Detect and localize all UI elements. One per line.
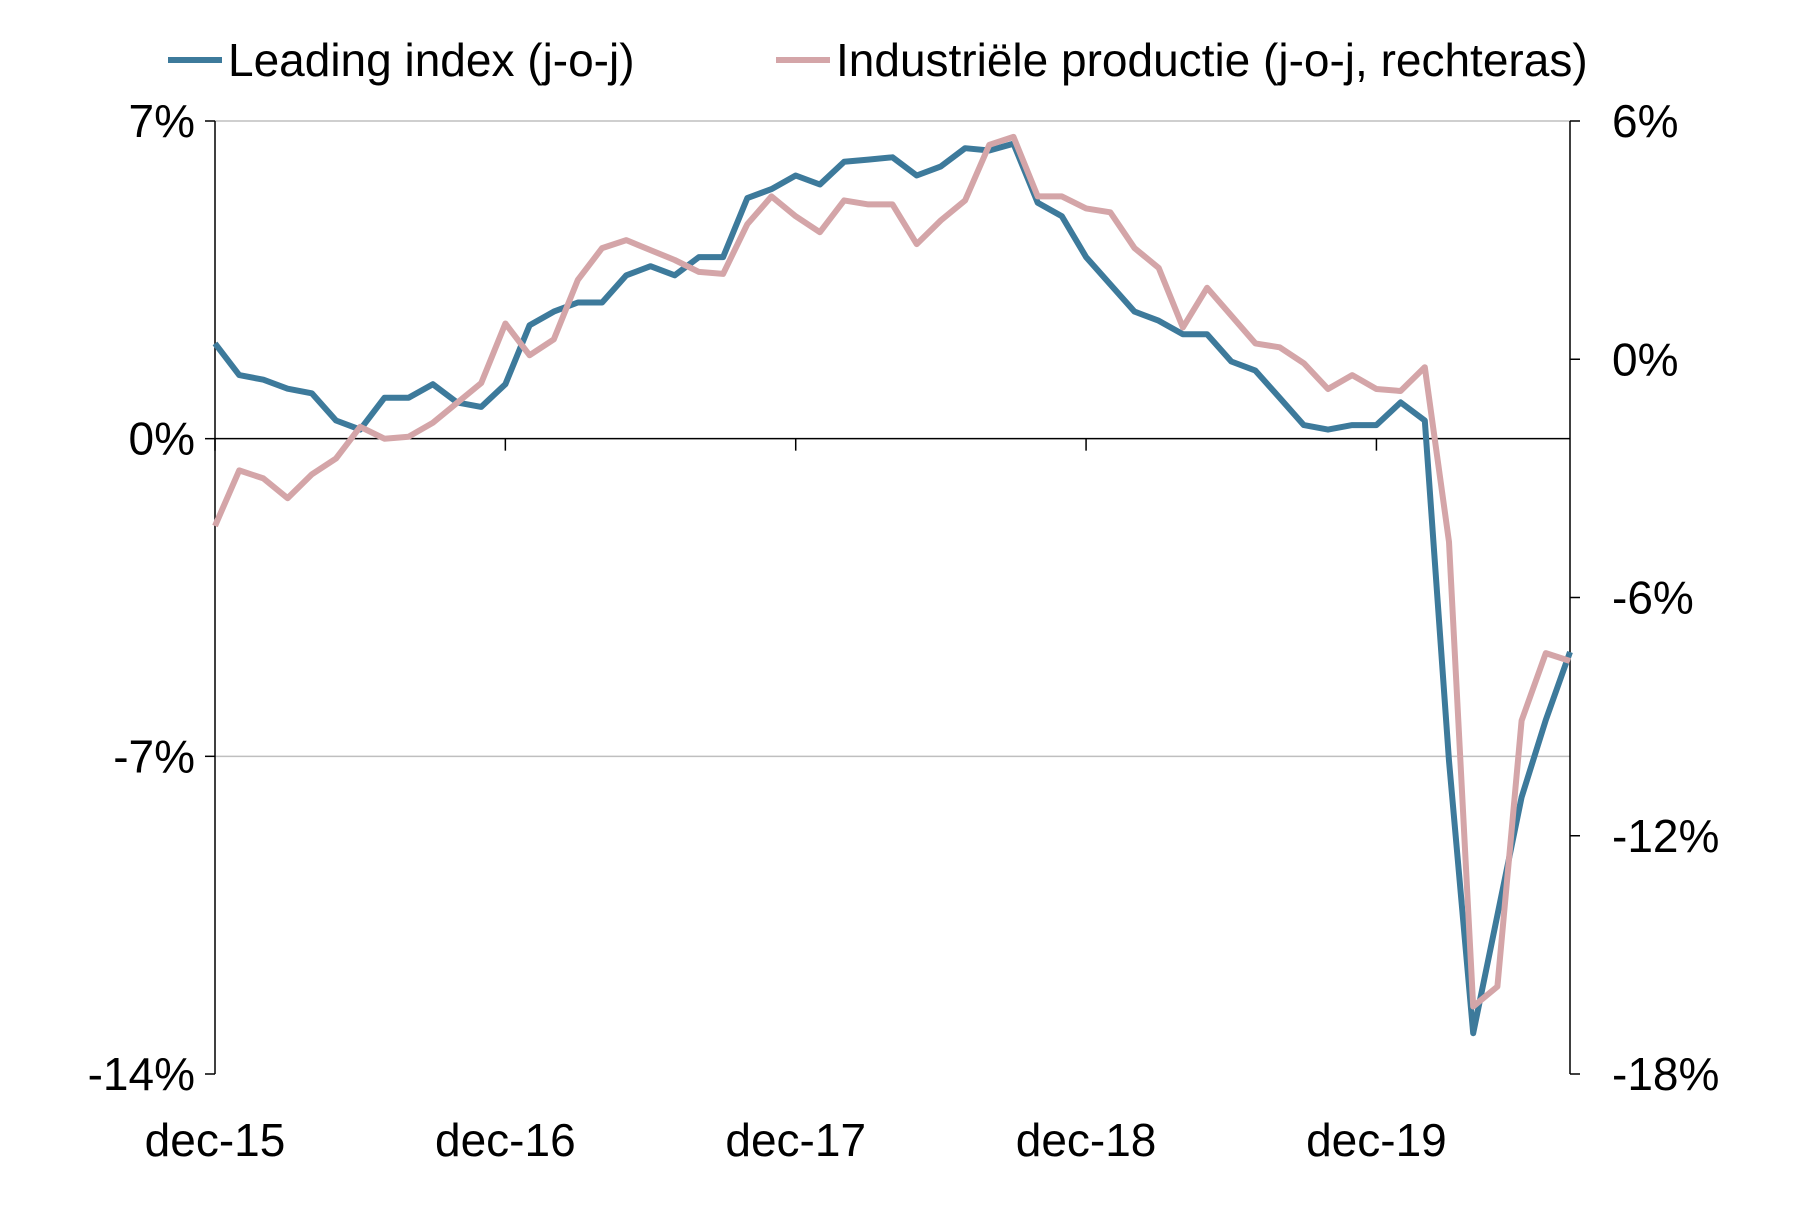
right-tick-label-0pct: 0%	[1612, 333, 1678, 385]
legend-label-industriele-productie: Industriële productie (j-o-j, rechteras)	[836, 34, 1588, 86]
left-tick-label-minus-7pct: -7%	[113, 730, 195, 782]
series-line-industriele-productie	[212, 133, 1571, 1010]
x-tick-label-dec-17: dec-17	[725, 1114, 866, 1166]
left-tick-label-7pct: 7%	[129, 95, 195, 147]
right-tick-label-minus-18pct: -18%	[1612, 1048, 1719, 1100]
x-tick-label-dec-19: dec-19	[1306, 1114, 1447, 1166]
x-tick-label-dec-16: dec-16	[435, 1114, 576, 1166]
left-tick-label-minus-14pct: -14%	[88, 1048, 195, 1100]
x-tick-label-dec-18: dec-18	[1016, 1114, 1157, 1166]
x-tick-label-dec-15: dec-15	[145, 1114, 286, 1166]
left-tick-label-0pct: 0%	[129, 413, 195, 465]
legend: Leading index (j-o-j) Industriële produc…	[168, 34, 1588, 86]
right-tick-label-minus-6pct: -6%	[1612, 572, 1694, 624]
plot-area: 7% 0% -7% -14% 6% 0% -6% -12% -18% dec-15 dec-16 de…	[88, 95, 1720, 1166]
legend-label-leading-index: Leading index (j-o-j)	[228, 34, 635, 86]
right-tick-label-minus-12pct: -12%	[1612, 810, 1719, 862]
series-line-leading-index	[212, 140, 1573, 1037]
right-tick-label-6pct: 6%	[1612, 95, 1678, 147]
